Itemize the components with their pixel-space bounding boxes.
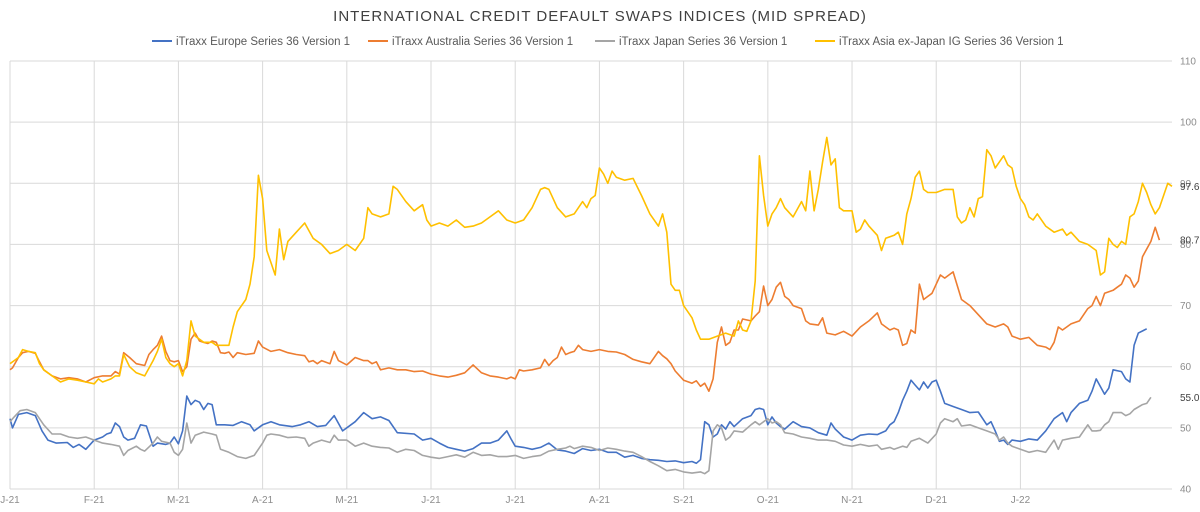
end-value-label: 97.6 bbox=[1180, 182, 1200, 193]
y-tick-label: 40 bbox=[1180, 485, 1192, 496]
x-tick-label: S-21 bbox=[673, 495, 695, 506]
end-value-label: 80.7 bbox=[1180, 236, 1200, 247]
y-tick-label: 90 bbox=[1180, 179, 1192, 190]
end-value-label: 55.0 bbox=[1180, 393, 1200, 404]
x-tick-label: J-21 bbox=[0, 495, 20, 506]
legend-item: iTraxx Japan Series 36 Version 1 bbox=[595, 36, 787, 48]
series-line-1 bbox=[9, 328, 1148, 465]
series-line-4 bbox=[9, 136, 1173, 385]
end-labels: 80.7 55.0 97.6 bbox=[1180, 182, 1200, 404]
legend-item: iTraxx Australia Series 36 Version 1 bbox=[368, 36, 573, 48]
x-tick-label: J-22 bbox=[1011, 495, 1031, 506]
legend-label: iTraxx Europe Series 36 Version 1 bbox=[176, 36, 350, 48]
legend-label: iTraxx Asia ex-Japan IG Series 36 Versio… bbox=[839, 36, 1064, 48]
y-tick-label: 110 bbox=[1180, 57, 1196, 68]
legend-label: iTraxx Japan Series 36 Version 1 bbox=[619, 36, 787, 48]
y-tick-label: 60 bbox=[1180, 362, 1192, 373]
legend-item: iTraxx Asia ex-Japan IG Series 36 Versio… bbox=[815, 36, 1064, 48]
grid bbox=[9, 60, 1172, 490]
series-line-3 bbox=[9, 396, 1152, 475]
legend: iTraxx Europe Series 36 Version 1 iTraxx … bbox=[152, 36, 1064, 48]
series-lines bbox=[9, 136, 1173, 475]
y-tick-label: 70 bbox=[1180, 301, 1192, 312]
x-axis-ticks: J-21 F-21 M-21 A-21 M-21 J-21 J-21 A-21 S-21 O-21… bbox=[0, 495, 1030, 506]
x-tick-label: N-21 bbox=[841, 495, 863, 506]
y-tick-label: 80 bbox=[1180, 240, 1192, 251]
x-tick-label: A-21 bbox=[589, 495, 611, 506]
y-tick-label: 100 bbox=[1180, 118, 1197, 129]
legend-item: iTraxx Europe Series 36 Version 1 bbox=[152, 36, 350, 48]
x-tick-label: A-21 bbox=[252, 495, 274, 506]
x-tick-label: D-21 bbox=[925, 495, 947, 506]
y-tick-label: 50 bbox=[1180, 423, 1192, 434]
legend-label: iTraxx Australia Series 36 Version 1 bbox=[392, 36, 573, 48]
x-tick-label: M-21 bbox=[335, 495, 358, 506]
x-tick-label: O-21 bbox=[757, 495, 780, 506]
x-tick-label: J-21 bbox=[505, 495, 525, 506]
chart-title: INTERNATIONAL CREDIT DEFAULT SWAPS INDIC… bbox=[333, 8, 867, 25]
y-axis-ticks: 40 50 60 70 80 90 100 110 bbox=[1180, 57, 1197, 496]
x-tick-label: F-21 bbox=[84, 495, 105, 506]
x-tick-label: M-21 bbox=[167, 495, 190, 506]
x-tick-label: J-21 bbox=[421, 495, 441, 506]
